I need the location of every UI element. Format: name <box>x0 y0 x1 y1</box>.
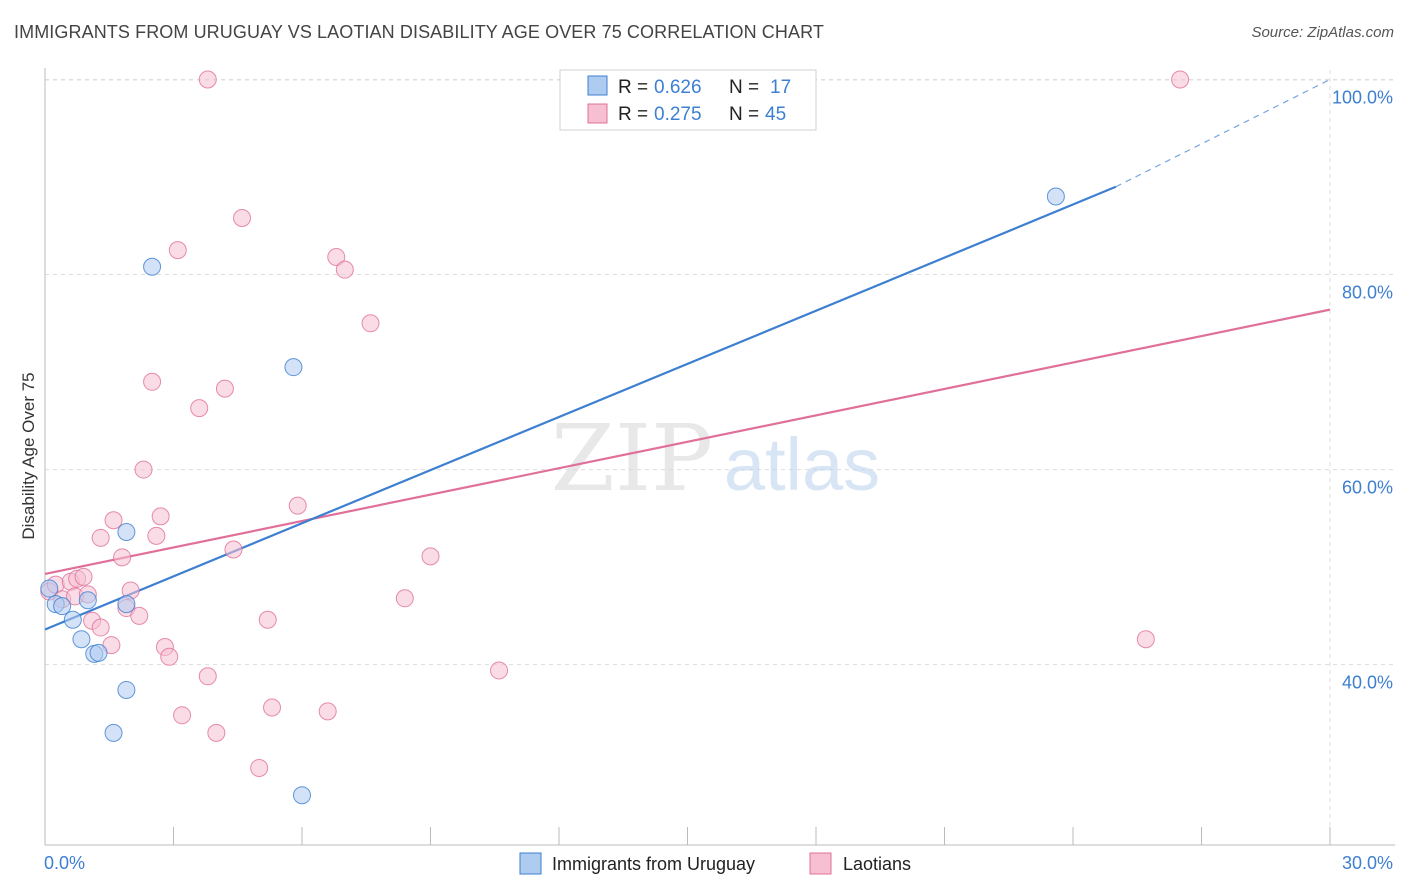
point-laotians <box>1136 630 1155 649</box>
point-uruguay <box>117 522 136 541</box>
trend-line-laotians <box>44 308 1331 575</box>
point-laotians <box>134 460 153 479</box>
point-laotians <box>421 547 440 566</box>
point-laotians <box>168 241 187 260</box>
tick-labels: 40.0% 60.0% 80.0% 100.0% 0.0% 30.0% <box>44 88 1393 873</box>
stats-n-label: N = <box>729 77 759 98</box>
point-laotians <box>490 661 509 680</box>
stats-n-value: 17 <box>770 77 791 98</box>
point-uruguay <box>40 579 59 598</box>
watermark-zip: ZIP <box>551 405 713 512</box>
trend-line-uruguay <box>44 185 1117 631</box>
stats-r-label: R = <box>618 104 648 125</box>
y-tick-label: 60.0% <box>1342 478 1393 498</box>
x-tick-label: 0.0% <box>44 853 85 873</box>
trend-lines <box>44 78 1331 631</box>
data-points <box>40 70 1190 805</box>
point-laotians <box>224 540 243 559</box>
point-laotians <box>160 647 179 666</box>
point-laotians <box>361 314 380 333</box>
point-uruguay <box>117 595 136 614</box>
stats-swatch-pink <box>587 103 608 124</box>
point-laotians <box>198 667 217 686</box>
stats-r-value: 0.275 <box>654 104 702 125</box>
point-laotians <box>233 208 252 227</box>
point-uruguay <box>117 680 136 699</box>
legend-label-laotians: Laotians <box>843 854 911 874</box>
watermark-atlas: atlas <box>724 423 880 506</box>
point-laotians <box>91 528 110 547</box>
point-laotians <box>74 567 93 586</box>
point-laotians <box>113 548 132 567</box>
point-laotians <box>104 511 123 530</box>
x-tick-label: 30.0% <box>1342 853 1393 873</box>
point-uruguay <box>1046 187 1065 206</box>
point-laotians <box>91 618 110 637</box>
point-uruguay <box>293 786 311 805</box>
point-laotians <box>263 698 282 717</box>
point-laotians <box>151 507 170 526</box>
stats-r-value: 0.626 <box>654 77 702 98</box>
legend-swatch-uruguay <box>519 852 542 875</box>
point-uruguay <box>53 597 72 616</box>
point-uruguay <box>104 723 123 742</box>
point-uruguay <box>63 610 82 629</box>
point-laotians <box>288 496 307 515</box>
legend: Immigrants from Uruguay Laotians <box>519 852 911 875</box>
axes <box>44 68 1395 846</box>
point-laotians <box>207 723 226 742</box>
legend-label-uruguay: Immigrants from Uruguay <box>552 854 755 874</box>
point-uruguay <box>78 591 97 610</box>
point-laotians <box>198 70 217 89</box>
y-tick-label: 80.0% <box>1342 283 1393 303</box>
point-laotians <box>1171 70 1190 89</box>
point-laotians <box>143 372 162 391</box>
point-uruguay <box>143 257 162 276</box>
point-uruguay <box>284 358 303 377</box>
legend-swatch-laotians <box>809 852 832 875</box>
point-uruguay <box>72 630 91 649</box>
point-laotians <box>215 379 234 398</box>
chart-title: IMMIGRANTS FROM URUGUAY VS LAOTIAN DISAB… <box>14 22 824 42</box>
stats-box: R = 0.626 N = 17 R = 0.275 N = 45 <box>559 69 817 131</box>
stats-n-value: 45 <box>765 104 786 125</box>
trend-line-uruguay-projection <box>1115 78 1331 188</box>
y-tick-label: 40.0% <box>1342 673 1393 693</box>
stats-r-label: R = <box>618 77 648 98</box>
point-laotians <box>258 610 277 629</box>
point-laotians <box>190 399 209 418</box>
point-laotians <box>327 247 346 266</box>
point-uruguay <box>89 643 108 662</box>
stats-swatch-blue <box>587 75 608 96</box>
source-note: Source: ZipAtlas.com <box>1251 24 1394 41</box>
stats-n-label: N = <box>729 104 759 125</box>
point-laotians <box>318 702 337 721</box>
point-laotians <box>395 589 414 608</box>
y-axis-title: Disability Age Over 75 <box>19 372 38 539</box>
y-tick-label: 100.0% <box>1332 88 1393 108</box>
point-laotians <box>335 260 354 279</box>
point-laotians <box>250 758 269 777</box>
grid-lines <box>45 70 1395 845</box>
point-laotians <box>173 706 192 725</box>
point-laotians <box>147 526 166 545</box>
point-laotians <box>130 606 149 625</box>
